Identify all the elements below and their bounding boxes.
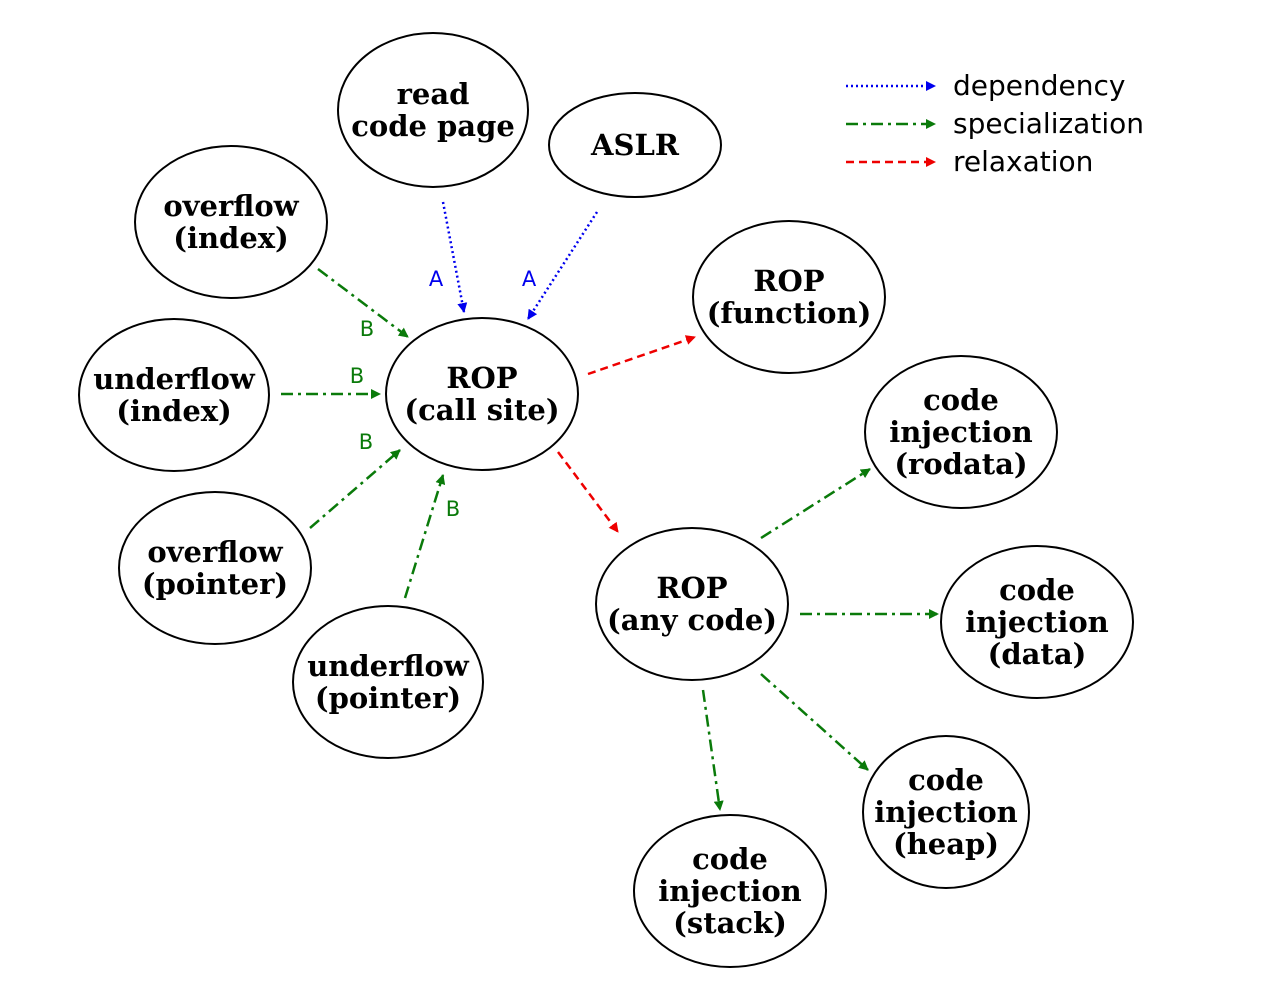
node-label-line: (rodata) bbox=[894, 447, 1027, 481]
node-label-line: code bbox=[923, 383, 999, 417]
edge-label: B bbox=[350, 364, 364, 388]
node-underflow-pointer: underflow(pointer) bbox=[292, 605, 484, 759]
node-label-line: (function) bbox=[707, 296, 872, 330]
node-label-line: (stack) bbox=[673, 906, 787, 940]
edge-specialization-overflow_index-to-rop_call_site bbox=[317, 268, 409, 338]
node-label-line: injection bbox=[874, 795, 1018, 829]
edge-specialization-rop_any_code-to-ci_rodata bbox=[760, 467, 871, 540]
edge-label: B bbox=[446, 497, 460, 521]
node-label-line: ROP bbox=[753, 264, 824, 298]
node-ellipse bbox=[292, 605, 484, 759]
edge-relaxation-rop_call_site-to-rop_function bbox=[587, 335, 696, 376]
node-label-line: (heap) bbox=[893, 827, 999, 861]
node-ellipse bbox=[337, 32, 529, 188]
node-rop-any-code: ROP(any code) bbox=[595, 527, 789, 681]
node-label-line: ROP bbox=[446, 361, 517, 395]
edge-label: B bbox=[360, 317, 374, 341]
node-underflow-index: underflow(index) bbox=[78, 318, 270, 472]
edge-label: A bbox=[429, 267, 444, 291]
node-ellipse bbox=[940, 545, 1134, 699]
node-label-line: (pointer) bbox=[315, 681, 461, 715]
node-ellipse bbox=[595, 527, 789, 681]
edge-specialization-underflow_pointer-to-rop_call_site bbox=[403, 474, 446, 599]
node-ellipse bbox=[118, 491, 312, 645]
node-ellipse bbox=[864, 355, 1058, 509]
node-label-line: code bbox=[908, 763, 984, 797]
node-ellipse bbox=[385, 317, 579, 471]
node-label-line: injection bbox=[965, 605, 1109, 639]
node-rop-function: ROP(function) bbox=[692, 220, 886, 374]
legend: dependency specialization relaxation bbox=[846, 69, 1144, 178]
node-label-line: overflow bbox=[147, 535, 283, 569]
node-label-line: code page bbox=[351, 109, 515, 143]
node-ellipse bbox=[548, 92, 722, 198]
node-label-line: injection bbox=[658, 874, 802, 908]
edge-dependency-read_code_page-to-rop_call_site bbox=[441, 201, 468, 313]
edge-specialization-overflow_pointer-to-rop_call_site bbox=[309, 449, 401, 529]
node-ellipse bbox=[78, 318, 270, 472]
node-label-line: underflow bbox=[307, 649, 470, 683]
node-ellipse bbox=[633, 814, 827, 968]
edge-label: B bbox=[359, 430, 373, 454]
legend-label-dependency: dependency bbox=[953, 69, 1125, 102]
node-label-line: ROP bbox=[656, 571, 727, 605]
edge-relaxation-rop_call_site-to-rop_any_code bbox=[557, 451, 619, 533]
node-label-line: read bbox=[397, 77, 470, 111]
node-label-line: (index) bbox=[116, 394, 232, 428]
node-label-line: (pointer) bbox=[142, 567, 288, 601]
node-aslr: ASLR bbox=[548, 92, 722, 198]
node-label-line: injection bbox=[889, 415, 1033, 449]
edge-specialization-rop_any_code-to-ci_stack bbox=[701, 689, 724, 811]
edge-label: A bbox=[522, 267, 537, 291]
node-overflow-index: overflow(index) bbox=[134, 145, 328, 299]
node-label-line: code bbox=[999, 573, 1075, 607]
legend-label-specialization: specialization bbox=[953, 107, 1144, 140]
node-ellipse bbox=[692, 220, 886, 374]
node-ellipse bbox=[862, 735, 1030, 889]
node-label-line: underflow bbox=[93, 362, 256, 396]
node-label-line: (index) bbox=[173, 221, 289, 255]
edge-dependency-aslr-to-rop_call_site bbox=[526, 211, 599, 320]
node-label-line: overflow bbox=[163, 189, 299, 223]
node-label-line: ASLR bbox=[590, 128, 680, 162]
node-label-line: (any code) bbox=[607, 603, 777, 637]
node-rop-call-site: ROP(call site) bbox=[385, 317, 579, 471]
node-overflow-pointer: overflow(pointer) bbox=[118, 491, 312, 645]
node-label-line: (call site) bbox=[404, 393, 559, 427]
node-label-line: code bbox=[692, 842, 768, 876]
edge-specialization-rop_any_code-to-ci_heap bbox=[760, 673, 869, 771]
legend-label-relaxation: relaxation bbox=[953, 145, 1093, 178]
node-ellipse bbox=[134, 145, 328, 299]
node-label-line: (data) bbox=[988, 637, 1087, 671]
